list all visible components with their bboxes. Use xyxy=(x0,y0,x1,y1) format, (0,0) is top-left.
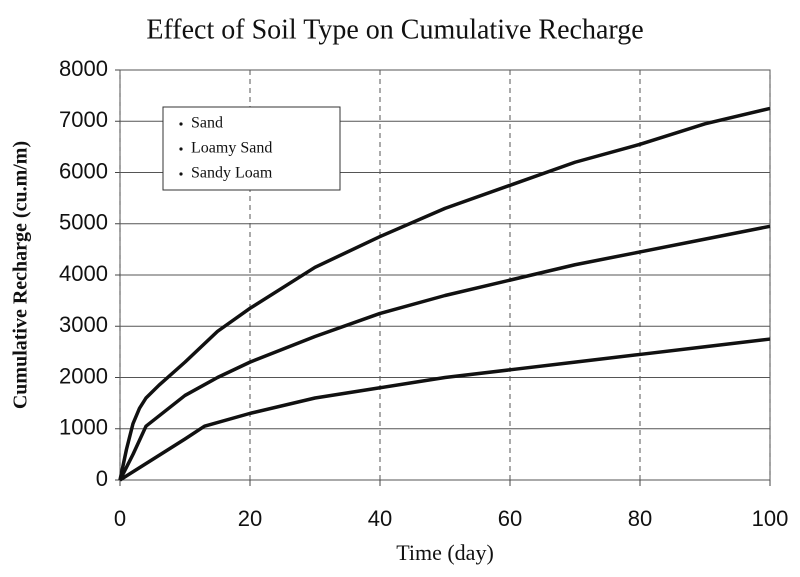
y-axis-label: Cumulative Recharge (cu.m/m) xyxy=(10,141,32,409)
y-tick-label: 4000 xyxy=(59,261,108,286)
y-tick-label: 5000 xyxy=(59,210,108,235)
x-tick-label: 80 xyxy=(628,506,652,531)
line-series xyxy=(118,106,771,481)
x-tick-label: 40 xyxy=(368,506,392,531)
y-tick-label: 3000 xyxy=(59,312,108,337)
y-tick-label: 6000 xyxy=(59,158,108,183)
x-tick-label: 100 xyxy=(752,506,789,531)
y-tick-label: 8000 xyxy=(59,56,108,81)
x-tick-label: 60 xyxy=(498,506,522,531)
legend-label: Loamy Sand xyxy=(191,140,272,157)
x-tick-label: 20 xyxy=(238,506,262,531)
legend-marker xyxy=(179,122,183,126)
legend-label: Sandy Loam xyxy=(191,165,273,182)
legend-marker xyxy=(179,147,183,151)
chart-title: Effect of Soil Type on Cumulative Rechar… xyxy=(146,14,643,45)
y-tick-label: 1000 xyxy=(59,415,108,440)
legend-box xyxy=(162,106,341,191)
y-tick-label: 2000 xyxy=(59,363,108,388)
x-tick-label: 0 xyxy=(114,506,126,531)
legend-label: Sand xyxy=(191,115,223,132)
x-axis-label: Time (day) xyxy=(396,540,494,565)
y-tick-label: 7000 xyxy=(59,107,108,132)
y-tick-label: 0 xyxy=(96,466,108,491)
legend-marker xyxy=(179,172,183,176)
line-series xyxy=(119,337,771,482)
line-series xyxy=(118,224,771,481)
